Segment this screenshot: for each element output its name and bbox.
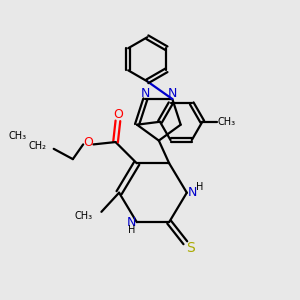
Text: CH₂: CH₂: [28, 141, 46, 151]
Text: CH₃: CH₃: [74, 211, 93, 221]
Text: N: N: [168, 87, 177, 100]
Text: CH₃: CH₃: [218, 117, 236, 127]
Text: N: N: [141, 87, 150, 100]
Text: H: H: [196, 182, 204, 192]
Text: H: H: [128, 225, 135, 236]
Text: S: S: [186, 241, 195, 255]
Text: O: O: [113, 108, 123, 121]
Text: N: N: [127, 216, 136, 229]
Text: CH₃: CH₃: [8, 131, 27, 142]
Text: N: N: [188, 186, 197, 199]
Text: O: O: [83, 136, 93, 149]
